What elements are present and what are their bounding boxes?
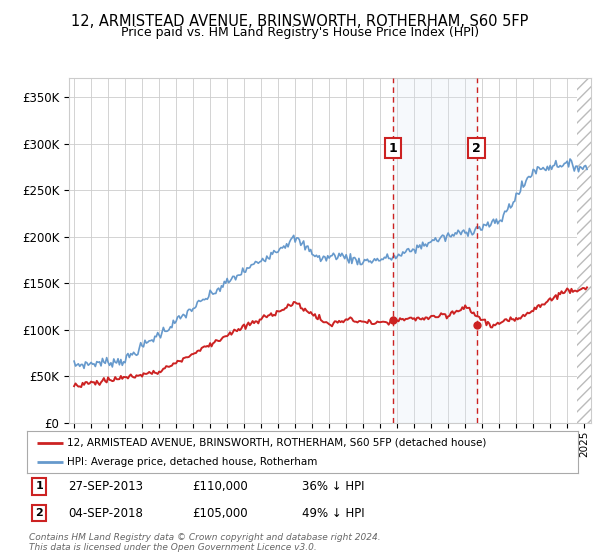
Text: Price paid vs. HM Land Registry's House Price Index (HPI): Price paid vs. HM Land Registry's House … xyxy=(121,26,479,39)
Text: 49% ↓ HPI: 49% ↓ HPI xyxy=(302,507,365,520)
Text: 27-SEP-2013: 27-SEP-2013 xyxy=(68,480,143,493)
Text: 36% ↓ HPI: 36% ↓ HPI xyxy=(302,480,365,493)
Text: 12, ARMISTEAD AVENUE, BRINSWORTH, ROTHERHAM, S60 5FP (detached house): 12, ARMISTEAD AVENUE, BRINSWORTH, ROTHER… xyxy=(67,437,487,447)
Text: HPI: Average price, detached house, Rotherham: HPI: Average price, detached house, Roth… xyxy=(67,457,317,467)
Text: £110,000: £110,000 xyxy=(192,480,248,493)
Text: 1: 1 xyxy=(35,482,43,492)
Text: 12, ARMISTEAD AVENUE, BRINSWORTH, ROTHERHAM, S60 5FP: 12, ARMISTEAD AVENUE, BRINSWORTH, ROTHER… xyxy=(71,14,529,29)
Text: 1: 1 xyxy=(388,142,397,155)
Text: 04-SEP-2018: 04-SEP-2018 xyxy=(68,507,143,520)
Text: 2: 2 xyxy=(472,142,481,155)
Text: £105,000: £105,000 xyxy=(192,507,248,520)
Bar xyxy=(577,78,591,423)
Text: This data is licensed under the Open Government Licence v3.0.: This data is licensed under the Open Gov… xyxy=(29,543,317,552)
Text: 2: 2 xyxy=(35,508,43,518)
Text: Contains HM Land Registry data © Crown copyright and database right 2024.: Contains HM Land Registry data © Crown c… xyxy=(29,533,380,542)
Bar xyxy=(393,78,476,423)
